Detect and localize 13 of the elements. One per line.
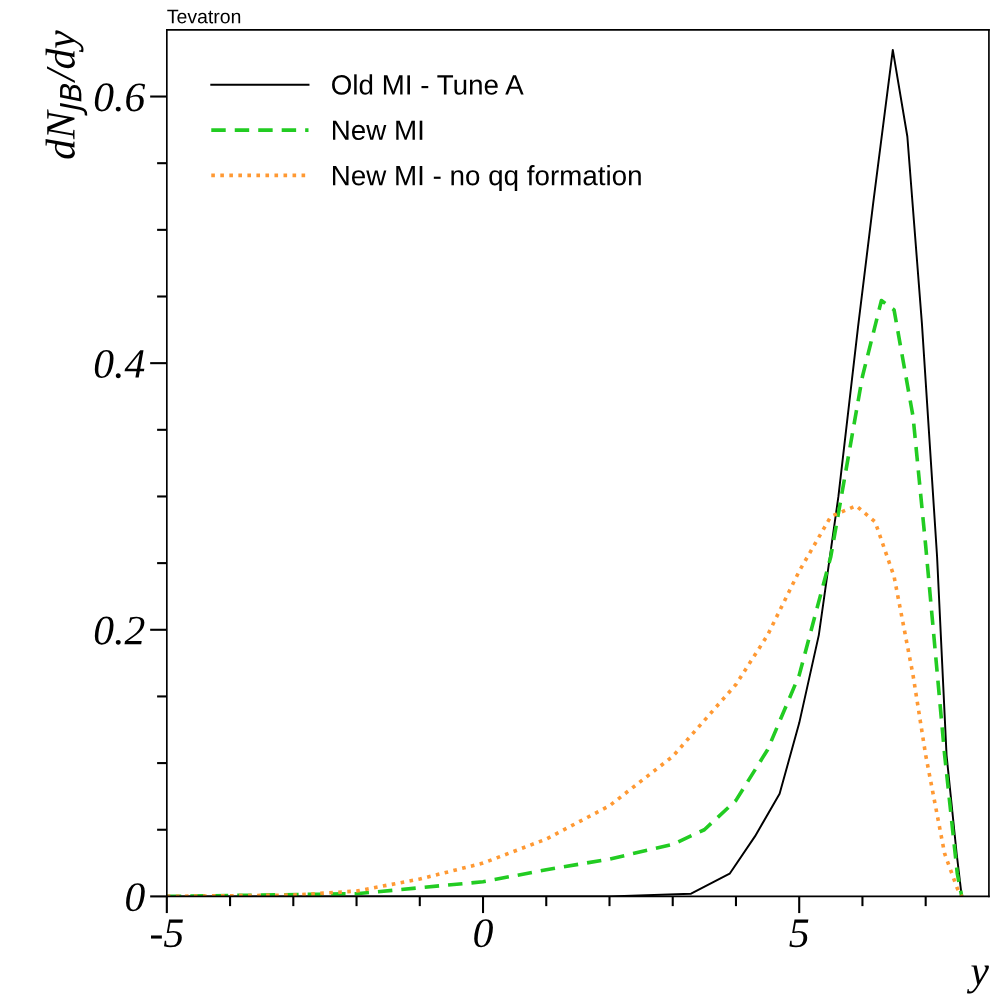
- legend-label: New MI - no qq formation: [333, 165, 641, 191]
- x-tick-label: 5: [789, 919, 809, 948]
- legend-label: Old MI - Tune A: [332, 74, 524, 95]
- x-axis-title: y: [966, 965, 989, 994]
- y-tick-label: 0.2: [94, 616, 145, 645]
- x-tick-label: -5: [151, 919, 183, 948]
- text: Tevatron: [167, 9, 241, 24]
- y-axis-title: dN$_{JB}$/dy: [45, 30, 88, 159]
- y-tick-label: 0: [126, 883, 145, 912]
- x-tick-label: 0: [474, 919, 493, 948]
- y-tick-label: 0.6: [94, 83, 146, 112]
- y-tick-label: 0.4: [94, 349, 145, 379]
- legend-label: New MI: [333, 120, 423, 141]
